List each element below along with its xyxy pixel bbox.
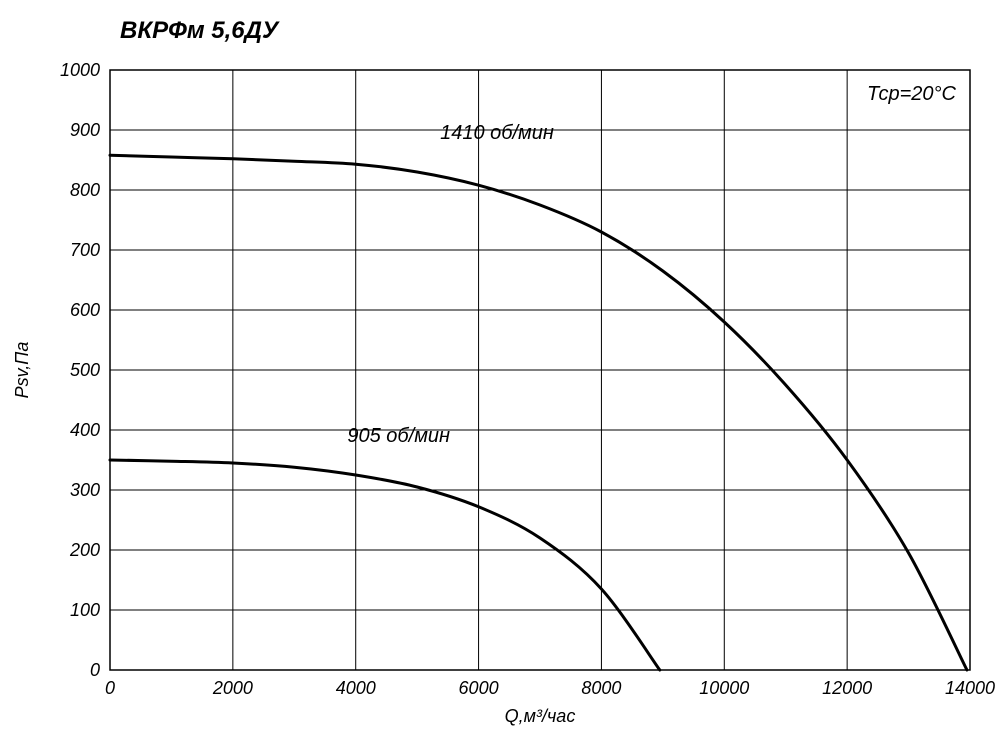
x-tick-label: 2000: [212, 678, 253, 698]
chart-title: ВКРФм 5,6ДУ: [120, 17, 280, 44]
y-axis-label: Psv,Па: [12, 342, 32, 399]
x-tick-label: 4000: [336, 678, 376, 698]
y-tick-label: 1000: [60, 60, 100, 80]
y-tick-label: 900: [70, 120, 100, 140]
y-tick-label: 100: [70, 600, 100, 620]
y-tick-label: 700: [70, 240, 100, 260]
y-tick-label: 0: [90, 660, 100, 680]
x-axis-label: Q,м³/час: [505, 706, 576, 726]
y-tick-label: 600: [70, 300, 100, 320]
y-tick-label: 300: [70, 480, 100, 500]
y-tick-label: 400: [70, 420, 100, 440]
x-tick-label: 8000: [581, 678, 621, 698]
x-tick-label: 0: [105, 678, 115, 698]
x-tick-label: 10000: [699, 678, 749, 698]
condition-annotation: Тср=20°С: [867, 83, 957, 105]
fan-performance-chart: ВКРФм 5,6ДУ02000400060008000100001200014…: [0, 0, 1003, 744]
y-tick-label: 800: [70, 180, 100, 200]
x-tick-label: 14000: [945, 678, 995, 698]
y-tick-label: 500: [70, 360, 100, 380]
x-tick-label: 12000: [822, 678, 872, 698]
y-tick-label: 200: [69, 540, 100, 560]
series-label: 905 об/мин: [347, 425, 450, 447]
x-tick-label: 6000: [459, 678, 499, 698]
series-label: 1410 об/мин: [440, 122, 554, 144]
